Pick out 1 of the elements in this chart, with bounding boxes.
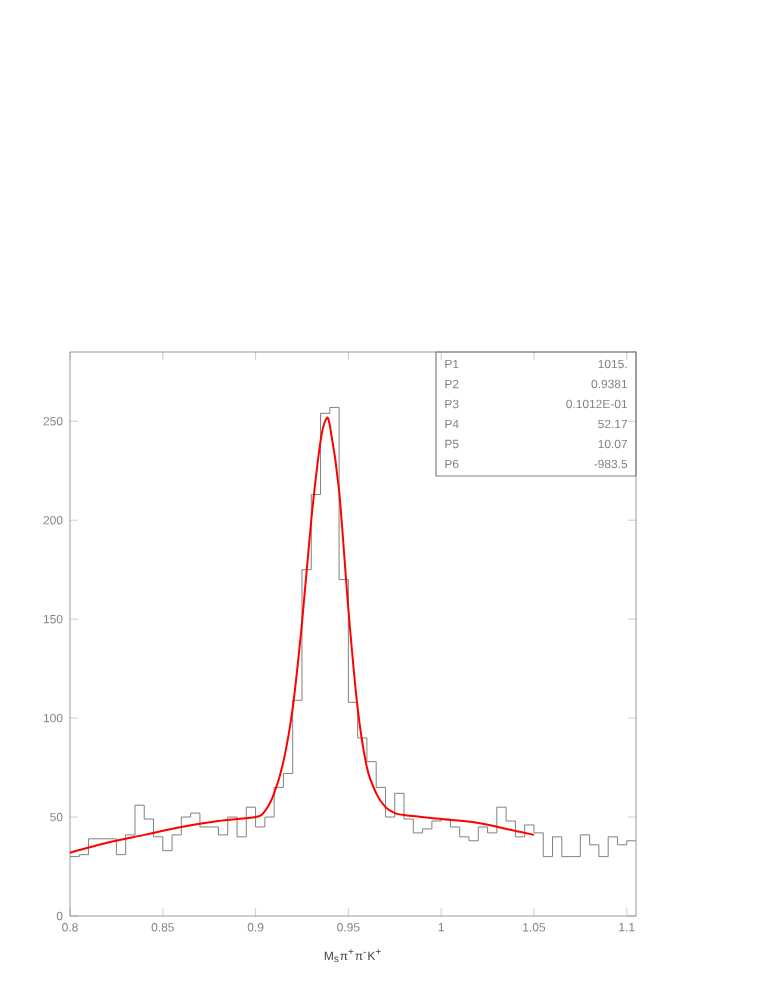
line-series xyxy=(69,418,535,854)
